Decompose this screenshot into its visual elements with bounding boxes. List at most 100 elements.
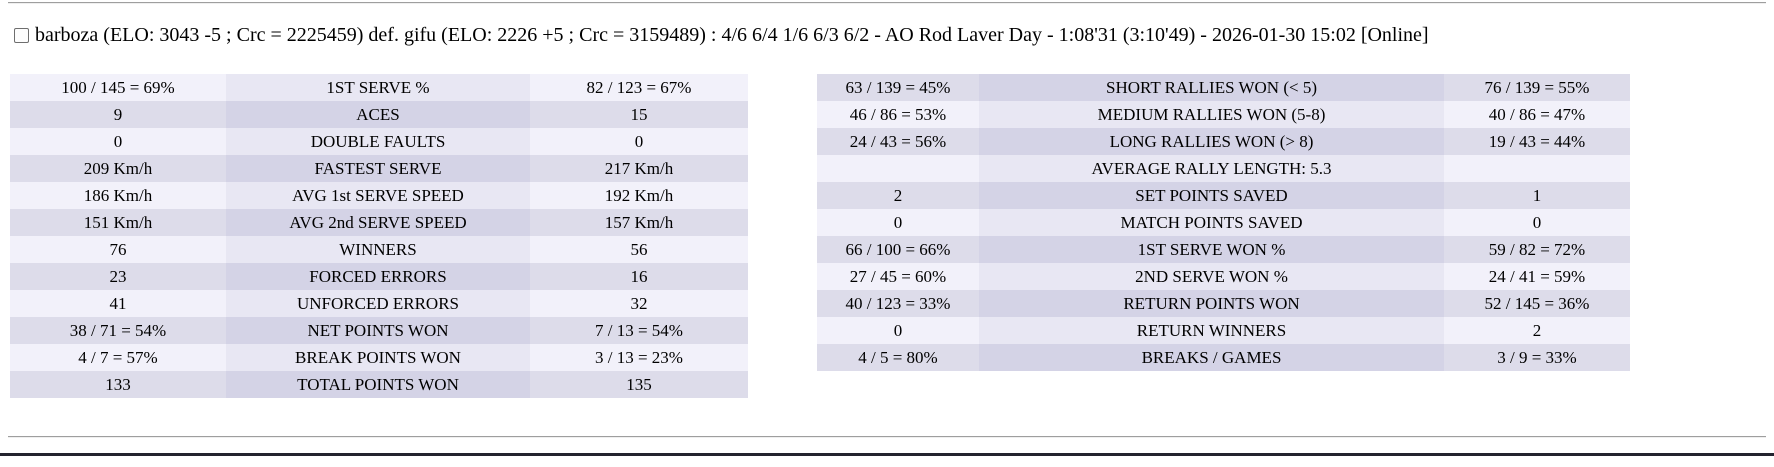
player1-value-cell: 186 Km/h <box>10 182 226 209</box>
stat-label-cell: LONG RALLIES WON (> 8) <box>979 128 1444 155</box>
stat-label-cell: DOUBLE FAULTS <box>226 128 530 155</box>
player2-value-cell: 0 <box>530 128 748 155</box>
stats-row: 24 / 43 = 56% LONG RALLIES WON (> 8) 19 / … <box>817 128 1630 155</box>
player2-value-cell: 16 <box>530 263 748 290</box>
stat-label-cell: SET POINTS SAVED <box>979 182 1444 209</box>
footer-bar <box>0 453 1774 456</box>
player2-value-cell: 52 / 145 = 36% <box>1444 290 1630 317</box>
match-result-line: barboza (ELO: 3043 -5 ; Crc = 2225459) d… <box>35 24 1429 46</box>
stats-row: 4 / 7 = 57% BREAK POINTS WON 3 / 13 = 23% <box>10 344 748 371</box>
stats-row: 46 / 86 = 53% MEDIUM RALLIES WON (5-8) 40 … <box>817 101 1630 128</box>
stat-label-cell: AVG 2nd SERVE SPEED <box>226 209 530 236</box>
player2-value-cell: 7 / 13 = 54% <box>530 317 748 344</box>
player2-value-cell: 2 <box>1444 317 1630 344</box>
stats-row: 209 Km/h FASTEST SERVE 217 Km/h <box>10 155 748 182</box>
stats-row: 100 / 145 = 69% 1ST SERVE % 82 / 123 = 67% <box>10 74 748 101</box>
player1-value-cell: 76 <box>10 236 226 263</box>
player2-value-cell: 59 / 82 = 72% <box>1444 236 1630 263</box>
stat-label-cell: BREAKS / GAMES <box>979 344 1444 371</box>
stat-label-cell: FORCED ERRORS <box>226 263 530 290</box>
stats-row: 40 / 123 = 33% RETURN POINTS WON 52 / 145 … <box>817 290 1630 317</box>
stats-row: 41 UNFORCED ERRORS 32 <box>10 290 748 317</box>
player2-value-cell: 82 / 123 = 67% <box>530 74 748 101</box>
stats-row: 66 / 100 = 66% 1ST SERVE WON % 59 / 82 = 7… <box>817 236 1630 263</box>
stats-row: 2 SET POINTS SAVED 1 <box>817 182 1630 209</box>
stat-label-cell: 1ST SERVE % <box>226 74 530 101</box>
bottom-divider <box>8 436 1766 438</box>
stats-row: 63 / 139 = 45% SHORT RALLIES WON (< 5) 76 … <box>817 74 1630 101</box>
player2-value-cell: 1 <box>1444 182 1630 209</box>
stats-row: 0 DOUBLE FAULTS 0 <box>10 128 748 155</box>
player1-value-cell: 46 / 86 = 53% <box>817 101 979 128</box>
stat-label-cell: MEDIUM RALLIES WON (5-8) <box>979 101 1444 128</box>
stat-label-cell: AVERAGE RALLY LENGTH: 5.3 <box>979 155 1444 182</box>
match-header: barboza (ELO: 3043 -5 ; Crc = 2225459) d… <box>14 24 1429 47</box>
stat-label-cell: SHORT RALLIES WON (< 5) <box>979 74 1444 101</box>
player2-value-cell: 135 <box>530 371 748 398</box>
stat-label-cell: BREAK POINTS WON <box>226 344 530 371</box>
player1-value-cell: 63 / 139 = 45% <box>817 74 979 101</box>
player2-value-cell: 3 / 9 = 33% <box>1444 344 1630 371</box>
top-divider <box>8 2 1766 4</box>
player1-value-cell: 4 / 7 = 57% <box>10 344 226 371</box>
player1-value-cell <box>817 155 979 182</box>
stats-row: 0 RETURN WINNERS 2 <box>817 317 1630 344</box>
player2-value-cell: 15 <box>530 101 748 128</box>
stats-row: 9 ACES 15 <box>10 101 748 128</box>
stat-label-cell: WINNERS <box>226 236 530 263</box>
stat-label-cell: UNFORCED ERRORS <box>226 290 530 317</box>
stat-label-cell: TOTAL POINTS WON <box>226 371 530 398</box>
stats-row: 186 Km/h AVG 1st SERVE SPEED 192 Km/h <box>10 182 748 209</box>
stat-label-cell: 2ND SERVE WON % <box>979 263 1444 290</box>
stat-label-cell: FASTEST SERVE <box>226 155 530 182</box>
player1-value-cell: 40 / 123 = 33% <box>817 290 979 317</box>
player1-value-cell: 0 <box>817 209 979 236</box>
player2-value-cell: 217 Km/h <box>530 155 748 182</box>
stats-row: AVERAGE RALLY LENGTH: 5.3 <box>817 155 1630 182</box>
player1-value-cell: 4 / 5 = 80% <box>817 344 979 371</box>
stats-row: 27 / 45 = 60% 2ND SERVE WON % 24 / 41 = 59… <box>817 263 1630 290</box>
stat-label-cell: RETURN POINTS WON <box>979 290 1444 317</box>
stats-row: 4 / 5 = 80% BREAKS / GAMES 3 / 9 = 33% <box>817 344 1630 371</box>
player1-value-cell: 209 Km/h <box>10 155 226 182</box>
stat-label-cell: RETURN WINNERS <box>979 317 1444 344</box>
stats-row: 23 FORCED ERRORS 16 <box>10 263 748 290</box>
stat-label-cell: ACES <box>226 101 530 128</box>
stats-row: 0 MATCH POINTS SAVED 0 <box>817 209 1630 236</box>
player1-value-cell: 133 <box>10 371 226 398</box>
player1-value-cell: 0 <box>10 128 226 155</box>
player1-value-cell: 2 <box>817 182 979 209</box>
player2-value-cell: 157 Km/h <box>530 209 748 236</box>
player1-value-cell: 9 <box>10 101 226 128</box>
player2-value-cell: 3 / 13 = 23% <box>530 344 748 371</box>
player2-value-cell: 40 / 86 = 47% <box>1444 101 1630 128</box>
player1-value-cell: 66 / 100 = 66% <box>817 236 979 263</box>
serve-stats-table: 100 / 145 = 69% 1ST SERVE % 82 / 123 = 67%… <box>10 74 748 398</box>
player2-value-cell <box>1444 155 1630 182</box>
player1-value-cell: 151 Km/h <box>10 209 226 236</box>
match-select-checkbox[interactable] <box>14 28 29 43</box>
stat-label-cell: MATCH POINTS SAVED <box>979 209 1444 236</box>
stats-row: 76 WINNERS 56 <box>10 236 748 263</box>
player2-value-cell: 56 <box>530 236 748 263</box>
stat-label-cell: AVG 1st SERVE SPEED <box>226 182 530 209</box>
stat-label-cell: NET POINTS WON <box>226 317 530 344</box>
player1-value-cell: 24 / 43 = 56% <box>817 128 979 155</box>
player1-value-cell: 0 <box>817 317 979 344</box>
serve-stats-body: 100 / 145 = 69% 1ST SERVE % 82 / 123 = 67%… <box>10 74 748 398</box>
player2-value-cell: 32 <box>530 290 748 317</box>
player1-value-cell: 23 <box>10 263 226 290</box>
stat-label-cell: 1ST SERVE WON % <box>979 236 1444 263</box>
stats-row: 151 Km/h AVG 2nd SERVE SPEED 157 Km/h <box>10 209 748 236</box>
player2-value-cell: 0 <box>1444 209 1630 236</box>
player2-value-cell: 24 / 41 = 59% <box>1444 263 1630 290</box>
player1-value-cell: 27 / 45 = 60% <box>817 263 979 290</box>
player1-value-cell: 38 / 71 = 54% <box>10 317 226 344</box>
player1-value-cell: 100 / 145 = 69% <box>10 74 226 101</box>
rally-return-stats-table: 63 / 139 = 45% SHORT RALLIES WON (< 5) 76 … <box>817 74 1630 371</box>
player2-value-cell: 192 Km/h <box>530 182 748 209</box>
player2-value-cell: 76 / 139 = 55% <box>1444 74 1630 101</box>
stats-row: 38 / 71 = 54% NET POINTS WON 7 / 13 = 54% <box>10 317 748 344</box>
stats-row: 133 TOTAL POINTS WON 135 <box>10 371 748 398</box>
